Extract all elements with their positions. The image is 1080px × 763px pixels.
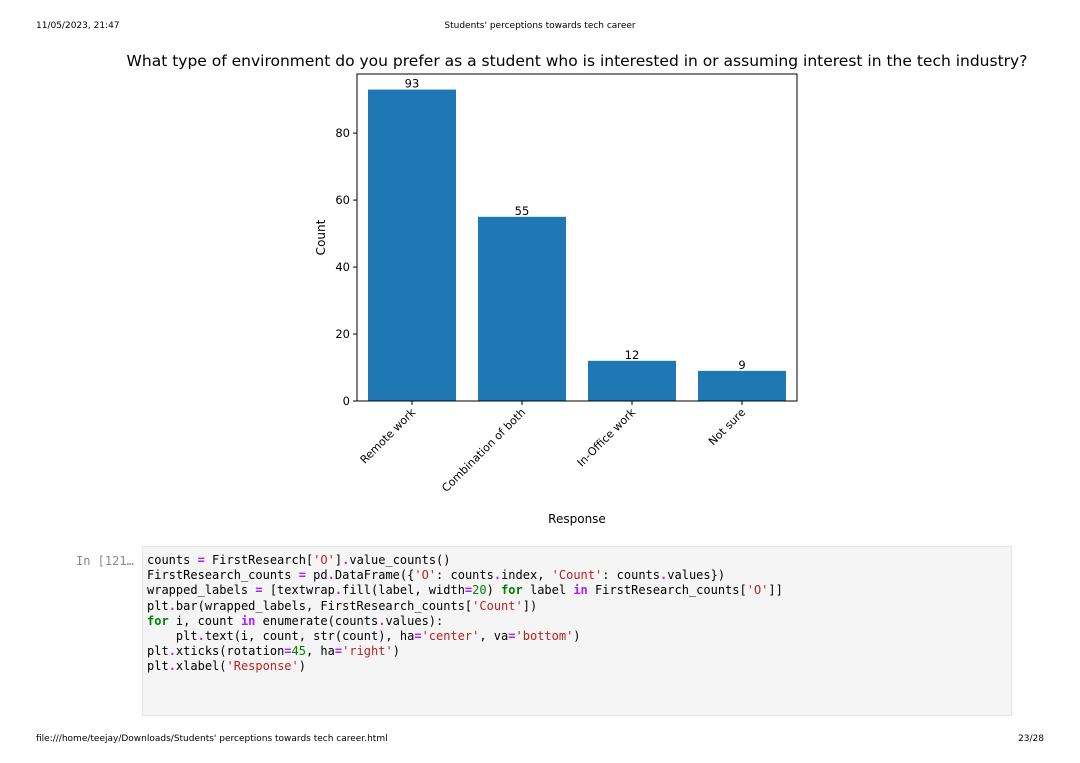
x-tick-label-0: Remote work (358, 405, 419, 466)
y-tick-label-3: 60 (335, 193, 350, 207)
y-tick-label-4: 80 (335, 126, 350, 140)
x-tick-label-1: Combination of both (439, 406, 528, 495)
print-page-number: 23/28 (1018, 734, 1044, 744)
bar-1 (478, 216, 566, 401)
cell-prompt: In [121… (76, 554, 134, 568)
x-axis-label: Response (548, 512, 606, 526)
print-doc-title: Students' perceptions towards tech caree… (444, 21, 636, 31)
x-tick-label-3: Not sure (706, 406, 748, 448)
x-tick-label-2: In-Office work (575, 405, 639, 469)
chart-title: What type of environment do you prefer a… (126, 52, 1028, 70)
print-file-path: file:///home/teejay/Downloads/Students' … (36, 734, 388, 744)
print-datetime: 11/05/2023, 21:47 (36, 21, 120, 31)
code-cell[interactable]: counts = FirstResearch['O'].value_counts… (142, 546, 1012, 716)
bar-3 (698, 370, 786, 401)
y-axis-label: Count (314, 219, 328, 255)
value-label-2: 12 (625, 348, 640, 362)
plot-frame (356, 73, 798, 402)
value-label-0: 93 (405, 77, 420, 91)
bar-0 (368, 89, 456, 402)
bar-chart: 93 55 12 9 0 20 40 60 80 Remote work Combination o… (314, 73, 798, 526)
code-block: counts = FirstResearch['O'].value_counts… (147, 553, 783, 674)
y-tick-label-1: 20 (335, 327, 350, 341)
value-label-1: 55 (515, 204, 530, 218)
y-tick-label-0: 0 (343, 394, 350, 408)
value-label-3: 9 (738, 358, 745, 372)
y-tick-label-2: 40 (335, 260, 350, 274)
bar-2 (588, 360, 676, 401)
